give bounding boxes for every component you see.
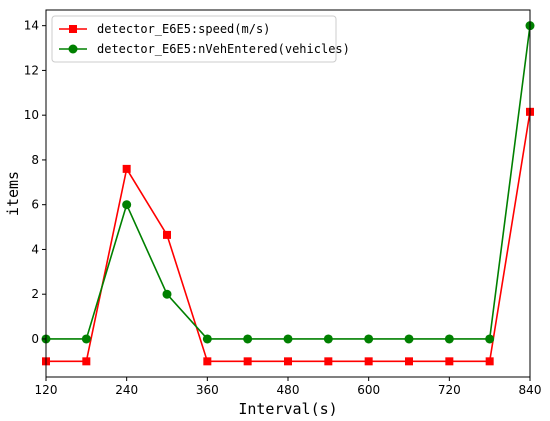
data-point <box>405 357 413 366</box>
data-point <box>283 334 293 344</box>
legend-marker <box>68 44 78 54</box>
legend-marker <box>69 25 77 33</box>
legend-box <box>51 15 337 63</box>
y-tick-label: 12 <box>24 63 39 77</box>
legend: detector_E6E5:speed(m/s) detector_E6E5:nV… <box>51 15 350 63</box>
data-point <box>203 357 212 366</box>
data-point <box>364 334 374 344</box>
data-point <box>444 334 454 344</box>
data-point <box>364 357 373 366</box>
x-tick-label: 840 <box>519 383 542 397</box>
x-tick-label: 720 <box>438 383 461 397</box>
data-point <box>243 357 252 366</box>
series-2 <box>41 21 535 344</box>
series-1 <box>42 107 534 366</box>
data-point <box>404 334 414 344</box>
x-axis-title: Interval(s) <box>238 400 337 418</box>
legend-item: detector_E6E5:speed(m/s) <box>59 22 270 36</box>
x-axis-ticks: 120 240 360 480 600 720 840 <box>35 377 542 397</box>
data-point <box>162 289 172 299</box>
x-tick-label: 360 <box>196 383 219 397</box>
y-tick-label: 8 <box>31 153 39 167</box>
data-point <box>485 357 494 366</box>
legend-label: detector_E6E5:speed(m/s) <box>97 22 270 36</box>
legend-item: detector_E6E5:nVehEntered(vehicles) <box>59 42 350 56</box>
x-tick-label: 480 <box>277 383 300 397</box>
series-line <box>46 111 531 363</box>
data-point <box>82 357 91 366</box>
data-point <box>284 357 292 366</box>
legend-label: detector_E6E5:nVehEntered(vehicles) <box>97 42 350 56</box>
data-point <box>243 334 253 344</box>
y-tick-label: 4 <box>31 242 39 256</box>
y-tick-label: 14 <box>24 19 39 33</box>
data-point <box>202 334 212 344</box>
x-tick-label: 120 <box>35 383 58 397</box>
series-line <box>46 25 531 340</box>
y-tick-label: 0 <box>31 332 39 346</box>
data-point <box>323 334 333 344</box>
data-point <box>163 230 171 239</box>
y-tick-label: 2 <box>31 287 39 301</box>
y-tick-label: 6 <box>31 198 39 212</box>
plot-frame <box>45 9 531 378</box>
y-tick-label: 10 <box>24 108 39 122</box>
data-point <box>122 164 131 173</box>
series-layer <box>41 21 535 366</box>
x-tick-label: 240 <box>115 383 138 397</box>
data-point <box>324 357 333 366</box>
data-point <box>485 334 495 344</box>
y-axis-title: items <box>4 171 22 216</box>
data-point <box>122 200 132 210</box>
data-point <box>81 334 91 344</box>
data-point <box>445 357 454 366</box>
y-axis-ticks: 0 2 4 6 8 10 12 14 <box>24 19 46 346</box>
x-tick-label: 600 <box>357 383 380 397</box>
